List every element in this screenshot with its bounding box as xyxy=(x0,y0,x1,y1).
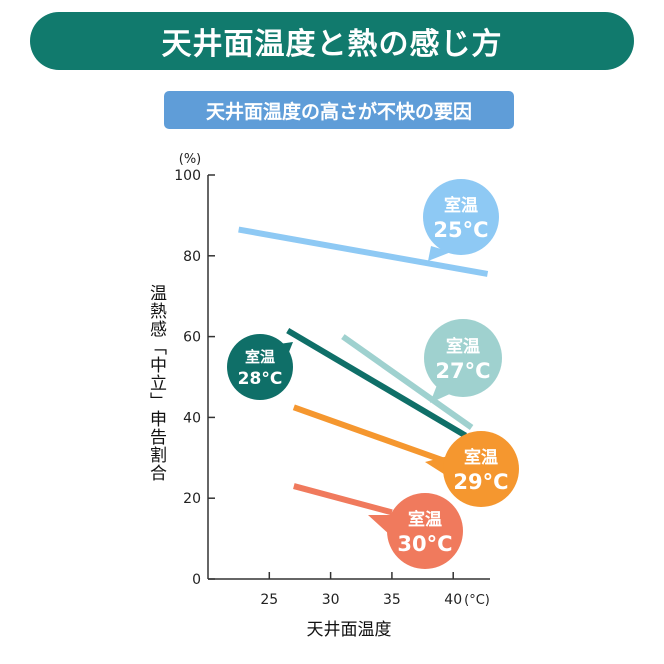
y-tick-label: 20 xyxy=(183,491,201,507)
series-line-3 xyxy=(292,404,449,465)
y-unit-label: (%) xyxy=(179,152,202,167)
bubble-label-bottom: 28°C xyxy=(238,369,283,389)
x-tick-label: 40 xyxy=(444,592,462,608)
x-unit-label: (°C) xyxy=(464,593,490,608)
bubble-tail xyxy=(428,246,451,261)
y-tick-label: 0 xyxy=(192,572,201,588)
y-tick-label: 80 xyxy=(183,249,201,265)
bubble-tail xyxy=(430,385,452,403)
chart-axes: 0 20 40 60 80 100 25 30 35 40 (%) (°C) 天井面温度 温熱感「中立」申… xyxy=(146,152,490,640)
bubble-circle xyxy=(387,493,463,569)
y-tick-label: 40 xyxy=(183,410,201,426)
bubble-label-bottom: 29°C xyxy=(453,470,508,494)
bubble-circle xyxy=(443,431,519,507)
y-tick-label: 60 xyxy=(183,330,201,346)
bubble-circle xyxy=(423,179,499,255)
bubble-tail xyxy=(425,456,448,476)
bubble-label-top: 室温 xyxy=(446,336,480,357)
series-lines xyxy=(238,226,489,516)
series-line-2 xyxy=(286,327,468,439)
bubble-tail xyxy=(368,515,393,535)
series-line-1 xyxy=(341,334,474,430)
y-axis-title: 温熱感「中立」申告割合 xyxy=(146,284,167,482)
series-line-0 xyxy=(238,226,489,277)
chart-subtitle: 天井面温度の高さが不快の要因 xyxy=(164,91,514,129)
series-line-4 xyxy=(293,483,393,516)
page-title: 天井面温度と熱の感じ方 xyxy=(30,12,634,70)
bubble-label-top: 室温 xyxy=(444,195,478,216)
x-axis-title: 天井面温度 xyxy=(307,620,392,640)
bubble-label-top: 室温 xyxy=(408,509,442,530)
x-tick-label: 30 xyxy=(322,592,340,608)
bubble-circle xyxy=(424,319,502,397)
x-tick-label: 25 xyxy=(260,592,278,608)
bubble-label-top: 室温 xyxy=(464,447,498,468)
bubble-circle xyxy=(227,334,293,400)
bubble-label-bottom: 25°C xyxy=(433,218,488,242)
y-tick-label: 100 xyxy=(174,168,201,184)
x-tick-label: 35 xyxy=(383,592,401,608)
bubble-label-top: 室温 xyxy=(245,348,275,366)
bubble-label-bottom: 27°C xyxy=(435,359,490,383)
series-bubble-2: 室温 28°C xyxy=(227,334,293,400)
bubble-label-bottom: 30°C xyxy=(397,532,452,556)
